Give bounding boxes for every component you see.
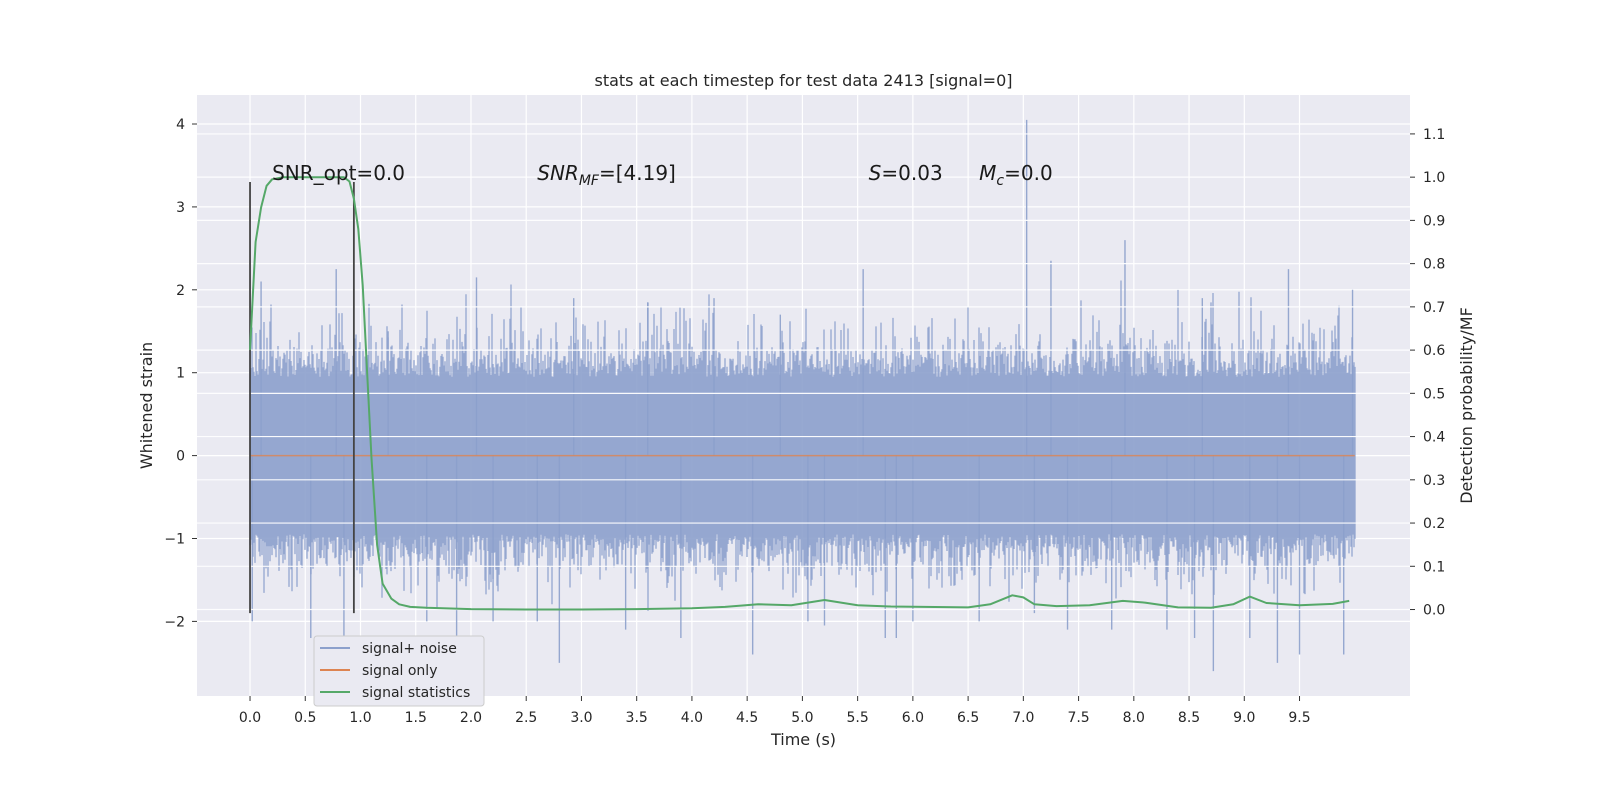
y-tick-label-left: −1 bbox=[164, 531, 185, 547]
x-tick-label: 5.5 bbox=[846, 710, 868, 726]
statistics-line bbox=[249, 176, 1350, 611]
y-tick-label-left: 4 bbox=[176, 117, 185, 133]
x-tick-label: 3.5 bbox=[626, 710, 648, 726]
signal-statistics-series bbox=[249, 176, 1350, 611]
chart-title: stats at each timestep for test data 241… bbox=[594, 71, 1012, 90]
x-tick-label: 0.0 bbox=[239, 710, 261, 726]
y-tick-label-left: 0 bbox=[176, 449, 185, 465]
y-tick-label-right: 0.0 bbox=[1423, 603, 1445, 619]
y-tick-label-left: 1 bbox=[176, 366, 185, 382]
legend-label-signal-only: signal only bbox=[362, 663, 437, 679]
y-tick-label-right: 0.3 bbox=[1423, 473, 1445, 489]
x-tick-label: 8.5 bbox=[1178, 710, 1200, 726]
y-tick-label-right: 0.6 bbox=[1423, 343, 1445, 359]
y-axis-label-right: Detection probability/MF bbox=[1457, 307, 1476, 504]
x-tick-label: 2.5 bbox=[515, 710, 537, 726]
y-tick-label-right: 0.7 bbox=[1423, 300, 1445, 316]
y-tick-label-right: 1.1 bbox=[1423, 127, 1445, 143]
x-tick-label: 1.0 bbox=[349, 710, 371, 726]
y-tick-label-right: 0.5 bbox=[1423, 386, 1445, 402]
x-tick-label: 9.5 bbox=[1288, 710, 1310, 726]
x-tick-label: 7.0 bbox=[1012, 710, 1034, 726]
annotations: SNR_opt=0.0 SNRMF=[4.19] S=0.03 Mc=0.0 bbox=[272, 161, 1053, 189]
y-tick-label-right: 0.8 bbox=[1423, 257, 1445, 273]
x-tick-label: 6.5 bbox=[957, 710, 979, 726]
annotation: Mc=0.0 bbox=[979, 161, 1053, 189]
annotation: SNR_opt=0.0 bbox=[272, 161, 405, 185]
signal-only-series bbox=[197, 133, 1410, 611]
y-tick-label-left: −2 bbox=[164, 614, 185, 630]
y-tick-label-left: 3 bbox=[176, 200, 185, 216]
marker-lines bbox=[249, 182, 355, 614]
y-tick-label-right: 0.4 bbox=[1423, 430, 1445, 446]
annotation: SNRMF=[4.19] bbox=[537, 161, 676, 189]
x-tick-label: 6.0 bbox=[902, 710, 924, 726]
y-tick-label-right: 0.9 bbox=[1423, 213, 1445, 229]
y-tick-label-right: 1.0 bbox=[1423, 170, 1445, 186]
x-tick-label: 3.0 bbox=[570, 710, 592, 726]
x-tick-label: 9.0 bbox=[1233, 710, 1255, 726]
legend-label-signal-noise: signal+ noise bbox=[362, 641, 457, 657]
x-tick-label: 0.5 bbox=[294, 710, 316, 726]
y-tick-label-left: 2 bbox=[176, 283, 185, 299]
x-tick-label: 1.5 bbox=[405, 710, 427, 726]
y-axis-label-left: Whitened strain bbox=[137, 342, 156, 469]
annotation: S=0.03 bbox=[869, 161, 943, 185]
x-axis-label: Time (s) bbox=[770, 730, 836, 749]
y-tick-label-right: 0.1 bbox=[1423, 559, 1445, 575]
x-tick-label: 5.0 bbox=[791, 710, 813, 726]
x-tick-label: 2.0 bbox=[460, 710, 482, 726]
x-tick-label: 8.0 bbox=[1123, 710, 1145, 726]
legend-box bbox=[313, 635, 485, 707]
x-tick-label: 7.5 bbox=[1067, 710, 1089, 726]
legend-label-signal-statistics: signal statistics bbox=[362, 685, 470, 701]
x-tick-label: 4.5 bbox=[736, 710, 758, 726]
y-tick-label-right: 0.2 bbox=[1423, 516, 1445, 532]
legend: signal+ noise signal only signal statist… bbox=[313, 635, 485, 707]
x-tick-label: 4.0 bbox=[681, 710, 703, 726]
axes-layer: 0.0 0.5 1.0 1.5 2.0 2.5 3.0 3.5 4.0 4.5 5.0 5.5 6.0 6… bbox=[164, 117, 1445, 726]
